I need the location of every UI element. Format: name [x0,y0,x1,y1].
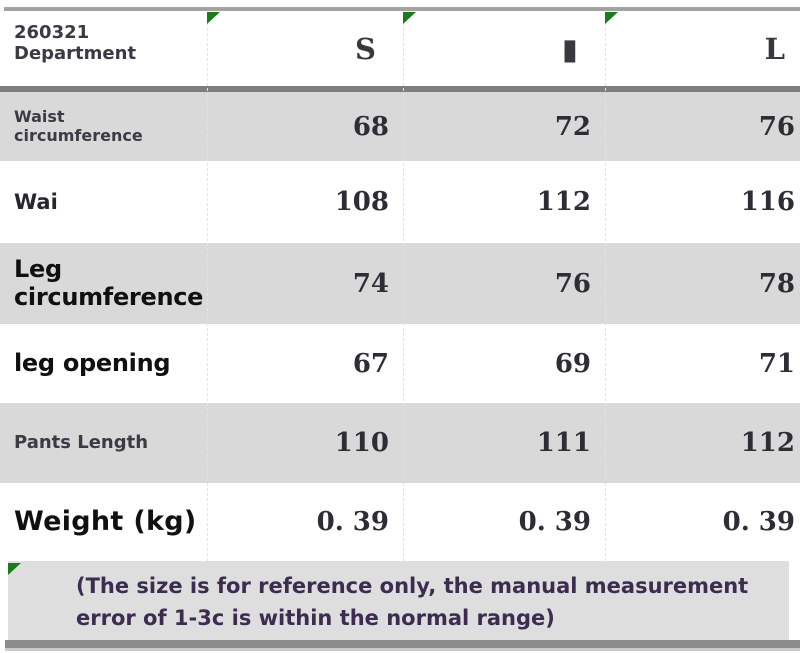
size-value-l: 0. 39 [722,507,795,537]
table-row-wai: Wai 108 112 116 [0,161,800,243]
header-separator [0,86,800,92]
column-divider [605,13,606,561]
bottom-border-bar [5,640,800,648]
size-value-s: 68 [352,111,389,142]
size-value-m: 69 [554,348,591,379]
translate-marker-icon [8,563,21,575]
size-value-s: 67 [352,348,389,379]
table-row-weight: Weight (kg) 0. 39 0. 39 0. 39 [0,483,800,561]
size-value-m: 111 [536,428,591,458]
table-row-leg-opening: leg opening 67 69 71 [0,324,800,403]
bottom-border-bar-light [5,648,800,651]
size-value-l: 71 [758,348,795,379]
top-border-line [4,7,800,11]
translate-marker-icon [207,12,220,24]
size-column-header-l: L [764,31,785,66]
column-divider [403,13,404,561]
table-row-leg-circumference: Leg circumference 74 76 78 [0,243,800,324]
size-value-s: 110 [334,428,389,458]
size-value-s: 0. 39 [316,507,389,537]
row-label: leg opening [14,348,171,377]
table-row-pants-length: Pants Length 110 111 112 [0,403,800,483]
footer-note-text: (The size is for reference only, the man… [76,574,749,630]
product-id-cell: 260321 Department [0,11,207,86]
size-value-m: 112 [536,187,591,217]
row-label: Wai [14,189,58,214]
size-value-l: 78 [758,268,795,299]
row-label: Waist circumference [14,107,143,145]
column-divider [207,13,208,561]
size-value-m: 0. 39 [518,507,591,537]
product-id-label: 260321 Department [14,22,137,64]
row-label: Leg circumference [14,254,204,311]
size-value-s: 108 [334,187,389,217]
table-row-waist: Waist circumference 68 72 76 [0,92,800,161]
row-label: Weight (kg) [14,506,197,538]
footer-note-box: (The size is for reference only, the man… [8,561,789,640]
size-value-s: 74 [352,268,389,299]
size-column-header-s: S [355,31,376,66]
size-value-m: 76 [554,268,591,299]
row-label: Pants Length [14,431,149,453]
size-value-l: 116 [740,187,795,217]
size-value-m: 72 [554,111,591,142]
size-value-l: 76 [758,111,795,142]
translate-marker-icon [605,12,618,24]
size-value-l: 112 [740,428,795,458]
size-column-header-m: ▮ [562,31,578,66]
translate-marker-icon [403,12,416,24]
header-row: 260321 Department S ▮ L [0,11,800,86]
